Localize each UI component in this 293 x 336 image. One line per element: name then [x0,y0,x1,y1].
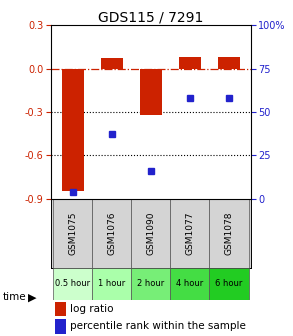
Bar [55,302,66,316]
Text: 2 hour: 2 hour [137,279,165,288]
Text: time: time [3,292,27,302]
Text: log ratio: log ratio [70,304,114,314]
Text: percentile rank within the sample: percentile rank within the sample [70,321,246,331]
Bar [53,268,92,300]
Bar [171,268,209,300]
Text: GSM1076: GSM1076 [107,212,116,255]
Text: GSM1077: GSM1077 [185,212,195,255]
Bar [140,69,162,115]
Bar [92,199,131,268]
Text: GSM1090: GSM1090 [146,212,155,255]
Bar [209,199,248,268]
Text: 4 hour: 4 hour [176,279,204,288]
Bar [62,69,84,192]
Bar [171,199,209,268]
Text: 1 hour: 1 hour [98,279,125,288]
Text: ▶: ▶ [28,292,36,302]
Bar [131,268,171,300]
Bar [131,199,171,268]
Bar [92,268,131,300]
Bar [53,199,92,268]
Bar [55,319,66,334]
Title: GDS115 / 7291: GDS115 / 7291 [98,10,204,24]
Bar [179,57,201,69]
Text: GSM1078: GSM1078 [224,212,234,255]
Bar [101,58,122,69]
Text: 0.5 hour: 0.5 hour [55,279,90,288]
Bar [209,268,248,300]
Bar [218,57,240,69]
Text: 6 hour: 6 hour [215,279,243,288]
Text: GSM1075: GSM1075 [68,212,77,255]
